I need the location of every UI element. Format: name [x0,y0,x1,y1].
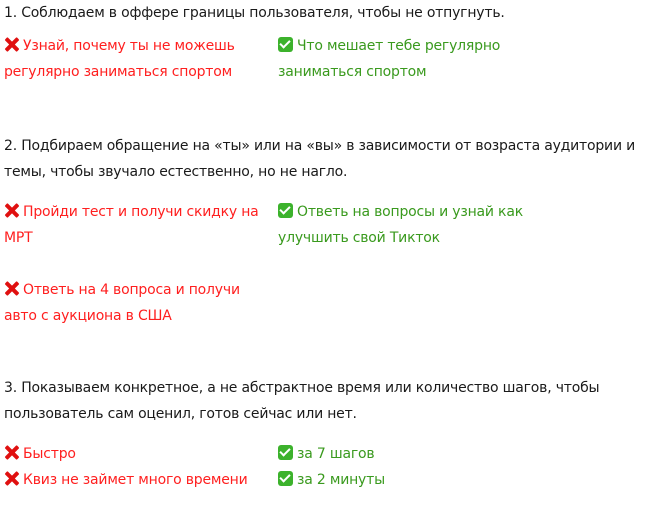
bad-example: Быстро [4,441,274,467]
section-3-heading: 3. Показываем конкретное, а не абстрактн… [4,380,600,422]
good-example: за 2 минуты [278,467,548,493]
check-mark-button-icon [278,445,293,460]
bad-example-text: Квиз не займет много времени [23,472,248,488]
cross-mark-icon [4,281,19,296]
bad-example: Пройди тест и получи скидку на МРТ [4,199,259,251]
check-mark-button-icon [278,203,293,218]
cross-mark-icon [4,203,19,218]
bad-example: Квиз не займет много времени [4,467,274,493]
good-example: Что мешает тебе регулярно заниматься спо… [278,33,528,85]
cross-mark-icon [4,471,19,486]
section-1-heading: 1. Соблюдаем в оффере границы пользовате… [4,5,505,21]
bad-example: Узнай, почему ты не можешь регулярно зан… [4,33,274,85]
cross-mark-icon [4,445,19,460]
good-example: за 7 шагов [278,441,548,467]
bad-example-text: Узнай, почему ты не можешь регулярно зан… [4,38,235,80]
check-mark-button-icon [278,471,293,486]
check-mark-button-icon [278,37,293,52]
good-example-text: за 7 шагов [297,446,375,462]
cross-mark-icon [4,37,19,52]
good-example-text: Ответь на вопросы и узнай как улучшить с… [278,204,523,246]
good-example: Ответь на вопросы и узнай как улучшить с… [278,199,548,251]
bad-example-text: Быстро [23,446,76,462]
good-example-text: Что мешает тебе регулярно заниматься спо… [278,38,501,80]
section-2-heading: 2. Подбираем обращение на «ты» или на «в… [4,138,635,180]
bad-example-text: Пройди тест и получи скидку на МРТ [4,204,259,246]
good-example-text: за 2 минуты [297,472,385,488]
bad-example-text: Ответь на 4 вопроса и получи авто с аукц… [4,282,240,324]
bad-example: Ответь на 4 вопроса и получи авто с аукц… [4,277,259,329]
